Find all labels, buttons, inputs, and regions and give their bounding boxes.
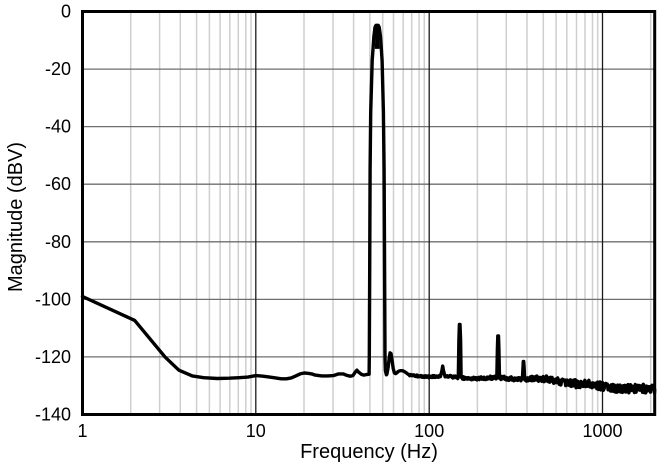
svg-text:Magnitude (dBV): Magnitude (dBV) (5, 142, 27, 292)
svg-text:10: 10 (246, 421, 266, 441)
svg-text:0: 0 (61, 2, 71, 22)
svg-text:1: 1 (77, 421, 87, 441)
svg-text:-140: -140 (35, 405, 71, 425)
svg-text:Frequency (Hz): Frequency (Hz) (300, 441, 438, 463)
svg-text:-20: -20 (45, 59, 71, 79)
svg-text:100: 100 (414, 421, 444, 441)
svg-text:1000: 1000 (582, 421, 622, 441)
svg-text:-80: -80 (45, 232, 71, 252)
svg-text:-100: -100 (35, 289, 71, 309)
svg-text:-40: -40 (45, 117, 71, 137)
svg-text:-60: -60 (45, 174, 71, 194)
svg-text:-120: -120 (35, 347, 71, 367)
